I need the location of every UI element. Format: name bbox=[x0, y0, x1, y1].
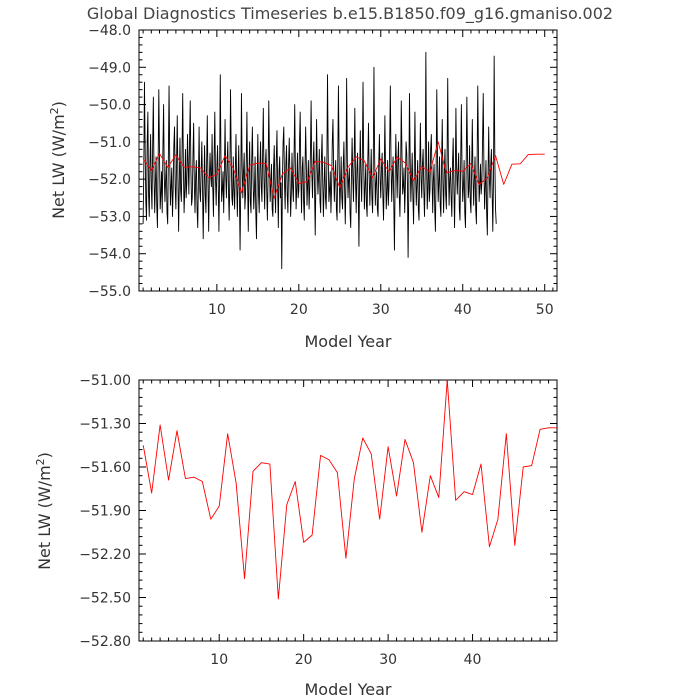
top-y-tick-label: −50.0 bbox=[88, 98, 131, 114]
top-x-tick-label: 50 bbox=[536, 302, 554, 318]
top-x-tick-labels: 10 20 30 40 50 bbox=[208, 302, 554, 318]
top-x-tick-label: 40 bbox=[454, 302, 472, 318]
top-panel: −55.0 −54.0 −53.0 −52.0 −51.0 −50.0 −49.0 −48.0… bbox=[48, 23, 558, 351]
bottom-y-tick-label: −52.50 bbox=[79, 591, 131, 607]
bottom-y-tick-label: −51.00 bbox=[79, 373, 131, 389]
bottom-x-tick-label: 40 bbox=[464, 652, 482, 668]
bottom-plot-frame bbox=[138, 379, 558, 642]
top-y-axis-label: Net LW (W/m2) bbox=[48, 101, 68, 219]
bottom-x-tick-labels: 10 20 30 40 bbox=[210, 652, 481, 668]
bottom-x-tick-label: 20 bbox=[295, 652, 313, 668]
bottom-series bbox=[142, 379, 557, 600]
bottom-y-tick-label: −51.60 bbox=[79, 460, 131, 476]
top-y-tick-label: −55.0 bbox=[88, 284, 131, 300]
bottom-x-tick-label: 10 bbox=[210, 652, 228, 668]
bottom-x-axis-label: Model Year bbox=[305, 680, 392, 699]
top-y-tick-label: −48.0 bbox=[88, 23, 131, 39]
top-x-tick-label: 20 bbox=[290, 302, 308, 318]
top-y-tick-label: −51.0 bbox=[88, 135, 131, 151]
bottom-y-tick-labels: −52.80 −52.50 −52.20 −51.90 −51.60 −51.30 −51.… bbox=[79, 373, 131, 650]
top-y-axis-label-superscript: 2 bbox=[48, 107, 61, 114]
top-y-tick-label: −52.0 bbox=[88, 172, 131, 188]
top-y-axis-label-main: Net LW (W/m bbox=[49, 114, 68, 219]
top-ticks bbox=[139, 29, 557, 292]
bottom-annual-series-line bbox=[142, 379, 557, 600]
bottom-y-tick-label: −52.20 bbox=[79, 547, 131, 563]
bottom-y-axis-label-close: ) bbox=[35, 452, 54, 458]
bottom-y-tick-label: −51.90 bbox=[79, 504, 131, 520]
top-annual-series-line bbox=[142, 141, 545, 199]
figure-title: Global Diagnostics Timeseries b.e15.B185… bbox=[87, 4, 613, 24]
top-y-axis-label-close: ) bbox=[49, 101, 68, 107]
bottom-y-tick-label: −52.80 bbox=[79, 634, 131, 650]
top-series bbox=[142, 51, 545, 270]
bottom-panel: −52.80 −52.50 −52.20 −51.90 −51.60 −51.30 −51.… bbox=[34, 373, 558, 699]
bottom-y-axis-label-superscript: 2 bbox=[34, 458, 47, 465]
bottom-y-tick-label: −51.30 bbox=[79, 417, 131, 433]
bottom-ticks bbox=[139, 379, 558, 642]
top-x-tick-label: 10 bbox=[208, 302, 226, 318]
bottom-y-axis-label: Net LW (W/m2) bbox=[34, 452, 54, 570]
top-y-tick-label: −53.0 bbox=[88, 209, 131, 225]
top-x-tick-label: 30 bbox=[372, 302, 390, 318]
bottom-x-tick-label: 30 bbox=[379, 652, 397, 668]
top-y-tick-label: −54.0 bbox=[88, 247, 131, 263]
top-y-tick-labels: −55.0 −54.0 −53.0 −52.0 −51.0 −50.0 −49.0 −48.0 bbox=[88, 23, 131, 300]
top-y-tick-label: −49.0 bbox=[88, 60, 131, 76]
top-x-axis-label: Model Year bbox=[305, 332, 392, 351]
bottom-y-axis-label-main: Net LW (W/m bbox=[35, 465, 54, 570]
